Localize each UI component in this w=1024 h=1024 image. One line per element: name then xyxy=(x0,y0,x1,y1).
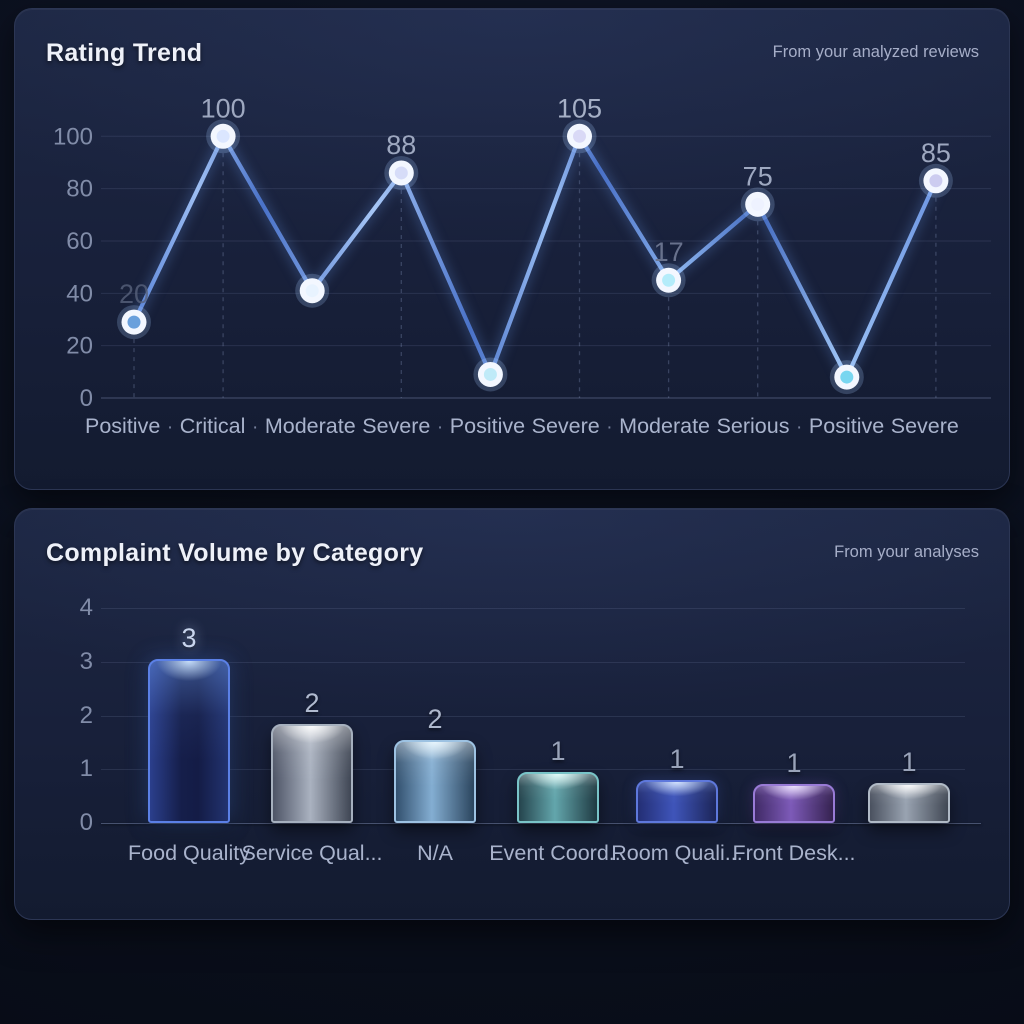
x-axis-category-label: Moderate xyxy=(619,414,711,438)
x-axis-category-label: Positive xyxy=(449,414,526,438)
x-axis-category-label: Front Desk... xyxy=(732,841,856,865)
y-axis-tick-label: 1 xyxy=(79,755,93,783)
complaint-volume-header: Complaint Volume by Category From your a… xyxy=(46,539,979,568)
complaint-bar-chart: 0 1 2 3 4 3 Food Quality 2 Service Qual... 2 N/A 1 E… xyxy=(15,509,1009,919)
point-value-label: 75 xyxy=(743,161,773,191)
data-point[interactable] xyxy=(751,197,765,211)
rating-trend-header: Rating Trend From your analyzed reviews xyxy=(46,39,979,68)
bar-value-label: 1 xyxy=(901,746,917,777)
x-axis-category-label: Moderate xyxy=(264,414,356,438)
y-axis-tick-label: 100 xyxy=(53,123,93,150)
data-point[interactable] xyxy=(929,174,943,188)
bar-value-label: 1 xyxy=(550,735,566,766)
y-axis-tick-label: 0 xyxy=(79,809,93,836)
y-axis-tick-label: 40 xyxy=(66,280,93,307)
y-axis-tick-label: 20 xyxy=(66,333,93,360)
y-axis-tick-label: 60 xyxy=(66,228,93,255)
x-axis-separator-dot: · xyxy=(606,417,613,438)
bar-room-quali[interactable] xyxy=(636,780,718,823)
rating-trend-panel: Rating Trend From your analyzed reviews … xyxy=(14,8,1010,490)
y-axis-tick-label: 2 xyxy=(79,701,93,729)
x-axis-category-label: Positive xyxy=(808,414,885,438)
bar-n-a[interactable] xyxy=(394,739,476,823)
bar-value-label: 3 xyxy=(181,623,197,654)
bar-front-desk[interactable] xyxy=(753,783,835,823)
data-point[interactable] xyxy=(127,315,141,329)
complaint-volume-title: Complaint Volume by Category xyxy=(46,539,424,567)
data-point[interactable] xyxy=(216,129,230,143)
grid-line-y xyxy=(101,715,965,717)
data-point[interactable] xyxy=(483,367,497,381)
y-axis-tick-label: 4 xyxy=(79,594,93,621)
point-value-label: 85 xyxy=(921,138,951,168)
x-axis-category-label: Severe xyxy=(531,414,600,438)
x-axis-category-label: Severe xyxy=(362,414,431,438)
x-axis-separator-dot: · xyxy=(251,417,259,438)
data-point[interactable] xyxy=(394,166,408,180)
bar-food-quality[interactable] xyxy=(148,659,230,823)
data-point[interactable] xyxy=(305,284,319,298)
complaint-volume-panel: Complaint Volume by Category From your a… xyxy=(14,508,1010,920)
bar-value-label: 1 xyxy=(786,747,802,778)
bar-value-label: 2 xyxy=(427,703,443,734)
x-axis-category-label: Room Quali... xyxy=(611,841,743,865)
x-axis-category-label: Event Coord... xyxy=(489,841,627,865)
x-axis-category-label: N/A xyxy=(417,841,453,865)
trend-line xyxy=(131,134,938,380)
x-axis-category-label: Service Qual... xyxy=(241,841,383,865)
grid-line-y xyxy=(101,608,965,609)
x-axis-separator-dot: · xyxy=(436,417,444,438)
complaint-volume-subtitle: From your analyses xyxy=(834,543,979,561)
x-axis-category-label: Food Quality xyxy=(128,841,250,865)
point-value-label: 100 xyxy=(201,93,246,123)
x-axis-category-label: Severe xyxy=(890,414,959,438)
point-value-label: 88 xyxy=(386,130,416,160)
x-axis-category-label: Positive xyxy=(85,414,161,438)
bar-value-label: 2 xyxy=(304,687,320,718)
bar-unlabeled[interactable] xyxy=(868,782,950,823)
x-axis-separator-dot: · xyxy=(166,417,174,438)
bar-service-qual[interactable] xyxy=(271,723,353,823)
point-value-label: 105 xyxy=(557,93,602,123)
point-value-label: 20 xyxy=(119,279,149,309)
grid-line-y xyxy=(101,661,965,663)
bar-value-label: 1 xyxy=(669,744,685,774)
x-axis-separator-dot: · xyxy=(796,417,803,438)
bar-event-coord[interactable] xyxy=(517,771,599,823)
point-value-label: 17 xyxy=(654,237,684,267)
x-axis-category-label: Critical xyxy=(179,414,246,438)
x-axis-category-label: Serious xyxy=(716,414,790,438)
y-axis-tick-label: 0 xyxy=(80,385,93,412)
grid-line-y xyxy=(101,823,981,824)
rating-trend-subtitle: From your analyzed reviews xyxy=(772,43,979,61)
data-point[interactable] xyxy=(662,273,676,287)
grid-line-y xyxy=(101,769,965,771)
rating-trend-title: Rating Trend xyxy=(46,39,203,67)
y-axis-tick-label: 80 xyxy=(66,176,93,203)
data-point[interactable] xyxy=(573,129,586,143)
y-axis-tick-label: 3 xyxy=(79,647,93,675)
data-point[interactable] xyxy=(840,370,854,384)
line-chart-x-axis-labels: Positive · Critical · Moderate Severe · Positiv… xyxy=(85,414,959,439)
rating-trend-line-chart: 0 20 40 60 80 100 20 100 88 105 17 75 85 xyxy=(53,93,991,412)
